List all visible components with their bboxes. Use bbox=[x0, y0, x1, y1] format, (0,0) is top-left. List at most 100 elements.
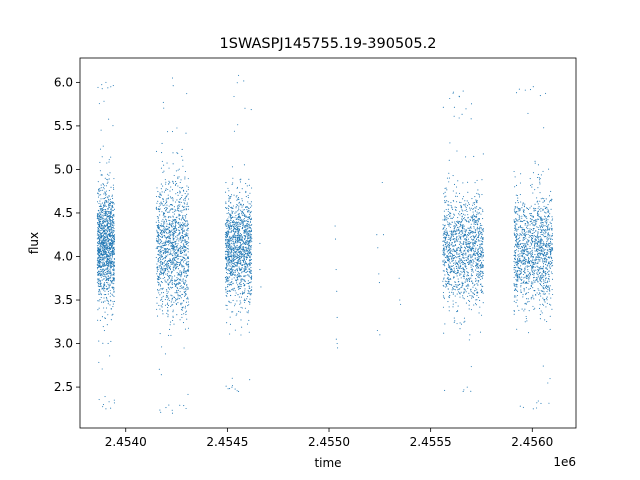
data-point bbox=[112, 214, 114, 216]
data-point bbox=[185, 220, 187, 222]
data-point bbox=[165, 241, 167, 243]
data-point bbox=[188, 261, 190, 263]
data-point bbox=[450, 235, 452, 237]
data-point bbox=[229, 238, 231, 240]
data-point bbox=[246, 264, 249, 266]
data-point bbox=[185, 232, 187, 234]
data-point bbox=[178, 217, 180, 219]
data-point bbox=[250, 293, 252, 295]
data-point bbox=[480, 207, 482, 209]
data-point bbox=[113, 238, 116, 241]
data-point bbox=[104, 177, 106, 179]
data-point bbox=[179, 181, 181, 183]
data-point bbox=[162, 287, 164, 289]
data-point bbox=[103, 282, 106, 284]
data-point bbox=[109, 277, 111, 279]
data-point bbox=[156, 239, 158, 242]
data-point bbox=[162, 185, 164, 187]
data-point bbox=[106, 264, 108, 266]
data-point bbox=[233, 227, 235, 229]
data-point bbox=[165, 255, 167, 257]
data-point bbox=[182, 246, 184, 248]
data-point bbox=[453, 254, 456, 256]
data-point bbox=[156, 246, 158, 248]
data-point bbox=[107, 221, 109, 223]
data-point bbox=[464, 247, 466, 249]
data-point bbox=[103, 185, 105, 187]
data-point bbox=[166, 290, 168, 292]
data-point bbox=[237, 286, 239, 288]
data-point bbox=[461, 228, 464, 230]
data-point bbox=[107, 87, 109, 89]
data-point bbox=[178, 238, 180, 240]
data-point bbox=[108, 214, 110, 217]
data-point bbox=[176, 208, 179, 210]
data-point bbox=[159, 232, 161, 235]
data-point bbox=[97, 228, 99, 230]
data-point bbox=[242, 253, 244, 255]
data-point bbox=[159, 252, 161, 254]
data-point bbox=[231, 212, 233, 214]
data-point bbox=[236, 82, 238, 84]
data-point bbox=[461, 225, 464, 227]
data-point bbox=[450, 258, 452, 260]
data-point bbox=[112, 202, 115, 204]
data-point bbox=[471, 215, 473, 217]
data-point bbox=[174, 240, 176, 243]
data-point bbox=[249, 206, 252, 208]
data-point bbox=[175, 201, 177, 203]
data-point bbox=[468, 243, 471, 245]
data-point bbox=[186, 203, 188, 206]
data-point bbox=[250, 255, 252, 257]
data-point bbox=[480, 235, 483, 238]
data-point bbox=[239, 217, 242, 219]
data-point bbox=[449, 142, 451, 144]
data-point bbox=[98, 225, 100, 227]
data-point bbox=[231, 246, 233, 248]
data-point bbox=[448, 244, 450, 246]
data-point bbox=[236, 187, 238, 189]
data-point bbox=[167, 183, 169, 185]
data-point bbox=[173, 232, 175, 234]
data-point bbox=[462, 297, 464, 299]
data-point bbox=[478, 196, 481, 198]
data-point bbox=[106, 225, 108, 227]
data-point bbox=[159, 239, 161, 241]
data-point bbox=[113, 222, 115, 224]
data-point bbox=[184, 259, 186, 262]
data-point bbox=[170, 279, 172, 281]
data-point bbox=[480, 232, 482, 234]
data-point bbox=[242, 247, 244, 249]
data-point bbox=[241, 271, 243, 273]
data-point bbox=[175, 253, 177, 255]
data-point bbox=[471, 256, 473, 258]
data-point bbox=[229, 240, 231, 242]
data-point bbox=[230, 231, 232, 233]
data-point bbox=[110, 247, 112, 249]
data-point bbox=[243, 241, 245, 243]
data-point bbox=[103, 100, 105, 102]
data-point bbox=[456, 150, 458, 152]
data-point bbox=[183, 281, 185, 283]
data-point bbox=[244, 299, 246, 302]
data-point bbox=[172, 200, 174, 202]
data-point bbox=[172, 244, 175, 246]
data-point bbox=[453, 115, 455, 117]
data-point bbox=[242, 264, 244, 267]
data-point bbox=[241, 240, 243, 242]
data-point bbox=[185, 241, 187, 243]
data-point bbox=[97, 262, 99, 264]
data-point bbox=[239, 244, 241, 246]
data-point bbox=[249, 229, 251, 232]
data-point bbox=[466, 220, 468, 223]
data-point bbox=[243, 209, 245, 211]
data-point bbox=[184, 193, 186, 195]
data-point bbox=[172, 243, 174, 245]
data-point bbox=[231, 256, 233, 258]
data-point bbox=[459, 322, 461, 324]
data-point bbox=[98, 289, 100, 291]
data-point bbox=[460, 265, 462, 268]
data-point bbox=[229, 227, 231, 229]
data-point bbox=[99, 216, 101, 218]
data-point bbox=[166, 223, 168, 225]
